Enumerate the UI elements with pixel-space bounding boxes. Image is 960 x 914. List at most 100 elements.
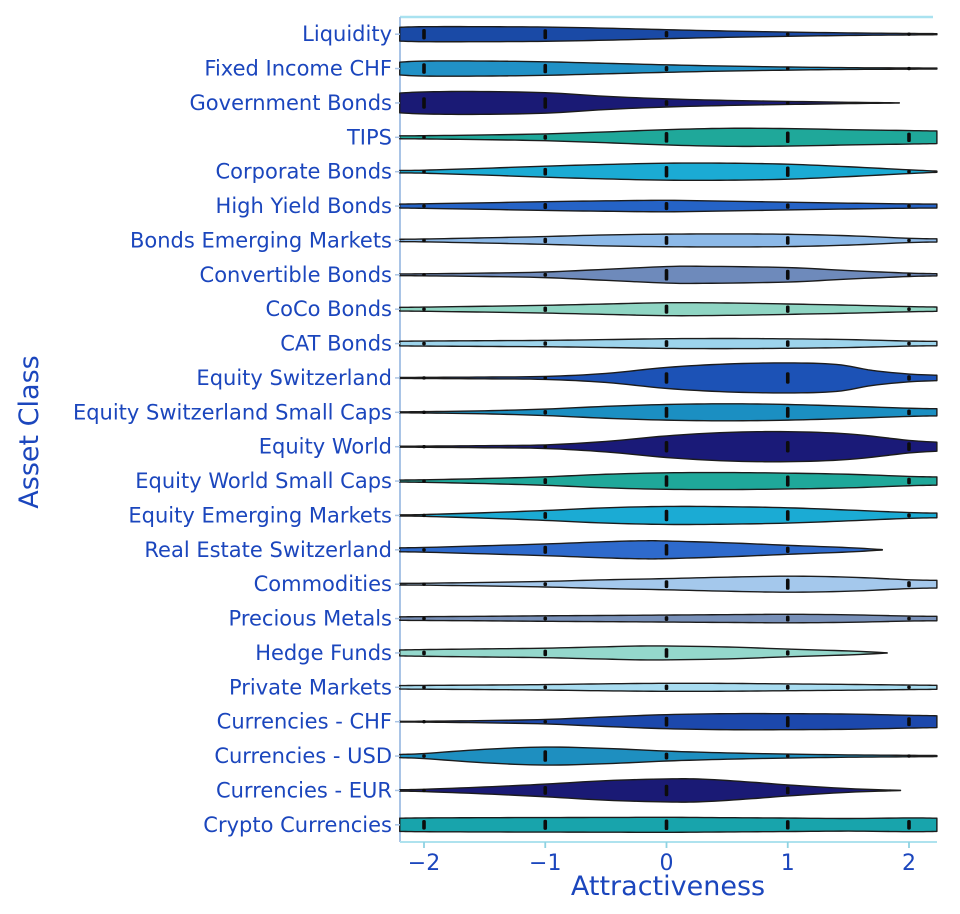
category-label: Equity Emerging Markets [128, 503, 392, 527]
data-stick [785, 372, 790, 384]
data-stick [422, 341, 426, 346]
data-stick [422, 788, 426, 793]
data-stick [785, 650, 790, 656]
category-label: CAT Bonds [280, 332, 392, 356]
violin-liquidity [399, 25, 938, 43]
data-stick [907, 273, 911, 277]
data-stick [543, 202, 548, 210]
data-stick [664, 406, 669, 418]
data-stick [664, 784, 669, 797]
data-stick [907, 341, 911, 346]
data-stick [664, 165, 669, 178]
data-stick [907, 204, 911, 208]
violin-cat-bonds [399, 337, 938, 350]
data-stick [543, 444, 548, 449]
data-stick [907, 477, 911, 485]
data-stick [785, 166, 790, 177]
violin-equity-switzerland-small-caps [399, 403, 938, 422]
data-stick [785, 305, 790, 313]
violin-equity-emerging-markets [399, 505, 938, 526]
data-stick [907, 375, 911, 381]
data-stick [543, 134, 548, 140]
data-stick [785, 101, 790, 105]
category-label: Fixed Income CHF [204, 57, 392, 81]
data-stick [664, 752, 669, 760]
data-stick [664, 440, 669, 453]
violin-precious-metals [399, 613, 938, 624]
data-stick [543, 582, 548, 587]
violin-bonds-emerging-markets [399, 233, 938, 248]
data-stick [543, 410, 548, 415]
x-tick-label: −2 [408, 851, 440, 876]
violin-fixed-income-chf [399, 60, 938, 77]
data-stick [422, 444, 426, 449]
data-stick [785, 754, 790, 758]
data-stick [785, 66, 790, 71]
data-stick [422, 479, 426, 483]
data-stick [543, 819, 548, 830]
data-stick [785, 340, 790, 347]
data-stick [422, 582, 426, 586]
category-label: Precious Metals [229, 607, 392, 631]
data-stick [785, 820, 790, 830]
data-stick [422, 410, 426, 415]
violin-equity-switzerland [399, 362, 938, 394]
data-stick [907, 754, 911, 758]
data-stick [543, 545, 548, 554]
data-stick [422, 273, 426, 277]
category-label: Currencies - CHF [217, 710, 392, 734]
data-stick [664, 65, 669, 72]
category-label: Crypto Currencies [203, 813, 392, 837]
data-stick [543, 719, 548, 724]
data-stick [422, 135, 426, 140]
data-stick [785, 475, 790, 487]
category-label: Government Bonds [190, 91, 392, 115]
x-tick-label: 2 [902, 851, 916, 876]
data-stick [785, 236, 790, 245]
data-stick [422, 754, 426, 758]
data-stick [785, 131, 790, 144]
data-stick [543, 272, 548, 277]
violin-currencies-eur [399, 778, 902, 803]
x-tick-label: 1 [781, 851, 795, 876]
y-axis-title: Asset Class [14, 355, 45, 508]
violin-convertible-bonds [399, 265, 938, 285]
data-stick [543, 511, 548, 519]
category-label: Bonds Emerging Markets [130, 228, 392, 252]
data-stick [543, 786, 548, 795]
data-stick [664, 131, 669, 143]
data-stick [907, 442, 911, 452]
data-stick [543, 376, 548, 380]
category-label: TIPS [346, 125, 392, 149]
violin-corporate-bonds [399, 162, 938, 182]
data-stick [422, 307, 426, 311]
category-label: Convertible Bonds [200, 263, 392, 287]
data-stick [785, 615, 790, 622]
data-stick [543, 616, 548, 621]
violin-crypto-currencies [399, 816, 938, 834]
x-tick-label: 0 [660, 851, 674, 876]
data-stick [785, 269, 790, 280]
data-stick [422, 169, 426, 174]
data-stick [907, 581, 911, 588]
violin-currencies-chf [399, 712, 938, 731]
data-stick [543, 649, 548, 657]
data-stick [664, 544, 669, 556]
violin-real-estate-switzerland [399, 540, 884, 560]
data-stick [907, 307, 911, 312]
data-stick [664, 304, 669, 314]
category-label: Currencies - USD [214, 744, 392, 768]
category-label: Equity World Small Caps [135, 469, 392, 493]
data-stick [664, 716, 669, 727]
data-stick [664, 100, 669, 106]
data-stick [907, 132, 911, 143]
x-tick-label: −1 [529, 851, 561, 876]
data-stick [664, 616, 669, 622]
violin-high-yield-bonds [399, 199, 938, 213]
data-stick [785, 510, 790, 521]
data-stick [422, 204, 426, 208]
violin-hedge-funds [399, 645, 888, 661]
data-stick [664, 648, 669, 658]
category-label: Liquidity [302, 22, 392, 46]
